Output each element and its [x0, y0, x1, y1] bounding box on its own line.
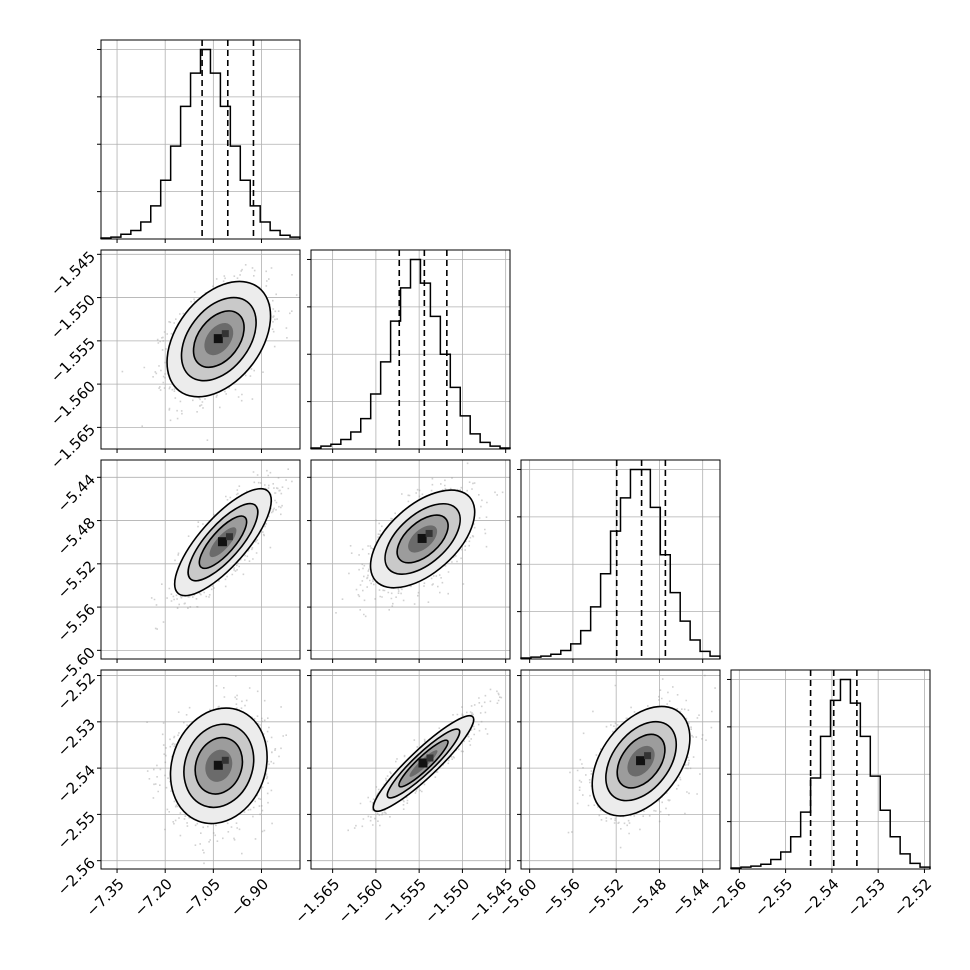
scatter-0-3: [146, 675, 287, 865]
density-peak-2: [425, 529, 433, 537]
x-tick-label: −1.555: [378, 875, 430, 927]
panel-grid-0-3: [101, 670, 300, 869]
hist-frame-3: [730, 669, 931, 870]
histogram-0: [100, 48, 301, 239]
y-tick-label: −2.56: [54, 854, 99, 899]
y-tick-label: −5.44: [54, 471, 99, 516]
hist-frame-2: [520, 459, 721, 660]
hist-frame-0: [100, 39, 301, 240]
y-tick-label: −1.560: [47, 377, 99, 429]
density-peak: [213, 760, 223, 770]
y-tick-label: −5.56: [54, 600, 99, 645]
x-tick-label: −5.48: [625, 875, 670, 920]
density-peak: [636, 756, 646, 766]
y-tick-label: −5.52: [54, 557, 99, 602]
panel-frame-0-2: [100, 459, 301, 660]
y-tick-label: −1.550: [47, 291, 99, 343]
scatter-1-2: [335, 462, 504, 618]
density-peak: [418, 758, 428, 768]
x-tick-label: −5.56: [538, 875, 583, 920]
panel-frame-2-3: [520, 669, 721, 870]
y-tick-label: −1.565: [47, 421, 99, 473]
density-peak-2: [221, 756, 229, 764]
x-tick-label: −7.05: [179, 875, 224, 920]
y-tick-label: −2.54: [54, 761, 99, 806]
x-tick-label: −2.52: [890, 875, 935, 920]
scatter-2-3: [567, 674, 716, 849]
y-tick-label: −1.545: [47, 248, 99, 300]
density-peak: [213, 334, 223, 344]
x-tick-label: −5.52: [582, 875, 627, 920]
density-peak-2: [426, 754, 434, 762]
panel-grid-0-2: [101, 460, 300, 659]
panel-frame-1-2: [310, 459, 511, 660]
scatter-0-2: [150, 468, 293, 630]
x-tick-label: −2.55: [751, 875, 796, 920]
x-tick-label: −2.53: [844, 875, 889, 920]
histogram-2: [520, 468, 721, 659]
x-tick-label: −2.54: [797, 875, 842, 920]
density-peak: [217, 537, 227, 547]
histogram-1: [310, 258, 511, 449]
density-peak: [417, 533, 427, 543]
y-tick-label: −1.555: [47, 334, 99, 386]
y-tick-label: −5.48: [54, 514, 99, 559]
density-peak-2: [221, 330, 229, 338]
scatter-1-3: [347, 688, 503, 832]
y-tick-label: −2.55: [54, 808, 99, 853]
x-tick-label: −7.20: [131, 875, 176, 920]
x-tick-label: −7.35: [83, 875, 128, 920]
x-tick-label: −2.56: [705, 875, 750, 920]
hist-frame-1: [310, 249, 511, 450]
y-tick-label: −2.53: [54, 715, 99, 760]
panel-frame-0-3: [100, 669, 301, 870]
density-peak-2: [644, 752, 652, 760]
x-tick-label: −1.565: [291, 875, 343, 927]
density-peak-2: [225, 533, 233, 541]
panel-frame-0-1: [100, 249, 301, 450]
x-tick-label: −1.550: [421, 875, 473, 927]
histogram-3: [730, 678, 931, 869]
x-tick-label: −1.560: [335, 875, 387, 927]
panel-frame-1-3: [310, 669, 511, 870]
x-tick-label: −5.44: [668, 875, 713, 920]
scatter-0-1: [121, 264, 298, 441]
x-tick-label: −6.90: [227, 875, 272, 920]
